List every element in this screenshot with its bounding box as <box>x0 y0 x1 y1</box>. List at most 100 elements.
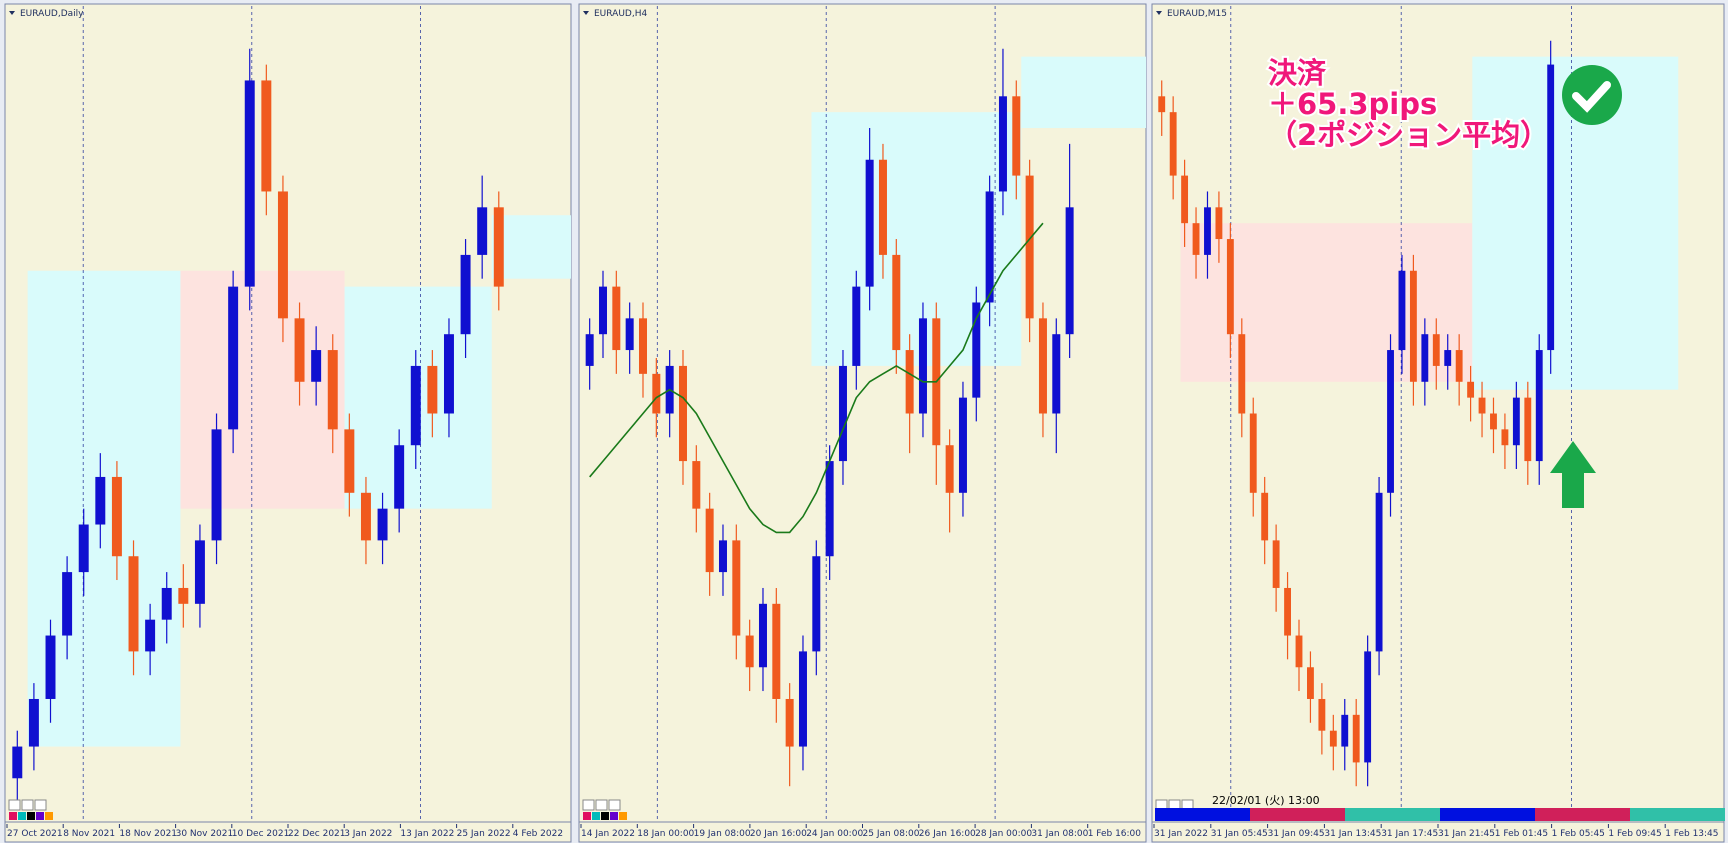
candle-body <box>1038 318 1047 414</box>
title-arrow <box>9 11 15 15</box>
candle-body <box>1421 334 1429 382</box>
candle-body <box>1204 207 1211 255</box>
color-swatch <box>9 812 17 820</box>
x-tick-label: 27 Oct 2021 <box>7 829 63 839</box>
tool-button <box>34 799 47 811</box>
candle-body <box>732 540 741 636</box>
candle-body <box>1432 334 1440 366</box>
candle-body <box>1261 492 1269 541</box>
candle-body <box>625 318 634 351</box>
candle-body <box>277 191 288 319</box>
candle-body <box>1295 635 1303 668</box>
session-bar <box>1630 808 1725 821</box>
candle-body <box>958 397 967 493</box>
chart-panel: EURAUD,Daily 27 Oct 2021 8 Nov 2021 18 Nov … <box>4 3 572 843</box>
candle-body <box>718 540 727 573</box>
candle-body <box>1341 714 1349 747</box>
candle-body <box>1238 334 1246 414</box>
price-zone <box>491 215 571 279</box>
candle-body <box>194 540 205 604</box>
candle-body <box>1444 350 1452 366</box>
candle-body <box>878 159 887 255</box>
x-tick-label: 1 Feb 05:45 <box>1552 829 1605 839</box>
candle-body <box>410 365 421 446</box>
candle-body <box>261 80 272 192</box>
candle-body <box>360 492 371 541</box>
timestamp: 22/02/01 (火) 13:00 <box>1212 794 1320 807</box>
x-tick-label: 28 Jan 00:00 <box>975 829 1032 839</box>
candle-body <box>111 476 122 557</box>
candle-body <box>1490 413 1497 430</box>
candle-body <box>985 191 994 303</box>
candle-body <box>1364 651 1372 763</box>
x-tick-label: 24 Jan 00:00 <box>806 829 863 839</box>
candle-body <box>1158 96 1166 113</box>
session-bar <box>1440 808 1535 821</box>
candle-body <box>1192 223 1200 255</box>
candle-body <box>825 461 834 557</box>
candle-body <box>1226 239 1234 335</box>
candle-body <box>1181 175 1189 224</box>
candle-body <box>1535 350 1543 462</box>
candle-body <box>785 698 794 747</box>
candle-body <box>1478 397 1486 414</box>
session-bar <box>1535 808 1630 821</box>
color-swatch <box>610 812 618 820</box>
candle-body <box>905 350 914 414</box>
candle-body <box>294 318 305 382</box>
x-tick-label: 4 Feb 2022 <box>513 829 563 839</box>
toolbar <box>582 799 627 820</box>
chart-panel: EURAUD,H4 14 Jan 2022 18 Jan 00:00 19 Jan 0… <box>578 3 1147 843</box>
x-tick-label: 30 Nov 2021 <box>176 829 234 839</box>
candle-body <box>228 286 239 430</box>
candle-body <box>1318 698 1326 731</box>
candle-body <box>758 603 767 668</box>
session-bar <box>1250 808 1345 821</box>
x-tick-label: 20 Jan 16:00 <box>750 829 807 839</box>
x-tick-label: 1 Feb 01:45 <box>1495 829 1548 839</box>
candle-body <box>45 635 56 699</box>
color-swatch <box>619 812 627 820</box>
x-tick-label: 25 Jan 2022 <box>457 829 511 839</box>
candle-body <box>1409 270 1417 382</box>
tool-button <box>8 799 21 811</box>
candle-body <box>1052 334 1061 414</box>
x-tick-label: 13 Jan 2022 <box>400 829 454 839</box>
candle-body <box>1398 270 1406 351</box>
title-arrow <box>1156 11 1162 15</box>
candle-body <box>443 334 454 414</box>
candle-body <box>460 254 471 335</box>
candle-body <box>427 365 438 414</box>
x-tick-label: 31 Jan 17:45 <box>1381 829 1438 839</box>
x-tick-label: 18 Nov 2021 <box>119 829 177 839</box>
candle-body <box>998 96 1007 192</box>
candle-body <box>1065 207 1074 335</box>
candle-body <box>1524 397 1532 462</box>
candle-body <box>1307 667 1314 699</box>
candle-body <box>1329 730 1337 747</box>
x-tick-label: 31 Jan 08:00 <box>1031 829 1088 839</box>
candle-body <box>477 207 488 255</box>
candle-body <box>211 429 222 541</box>
candle-body <box>95 476 106 525</box>
x-tick-label: 31 Jan 2022 <box>1154 829 1208 839</box>
moving-average <box>589 222 1044 534</box>
candle-body <box>128 556 139 652</box>
candle-body <box>772 603 781 699</box>
x-tick-label: 19 Jan 08:00 <box>694 829 751 839</box>
candle-body <box>1249 413 1257 493</box>
candle-body <box>1272 540 1280 588</box>
buy-arrow <box>1550 441 1596 508</box>
candle-body <box>1501 429 1509 446</box>
candle-body <box>705 508 714 573</box>
price-zone <box>1180 223 1473 382</box>
x-tick-label: 31 Jan 09:45 <box>1268 829 1325 839</box>
candle-body <box>598 286 607 335</box>
candle-body <box>62 572 73 636</box>
candle-body <box>1215 207 1223 240</box>
candle-body <box>1169 112 1177 176</box>
candle-body <box>865 159 874 287</box>
candle-body <box>945 445 954 493</box>
